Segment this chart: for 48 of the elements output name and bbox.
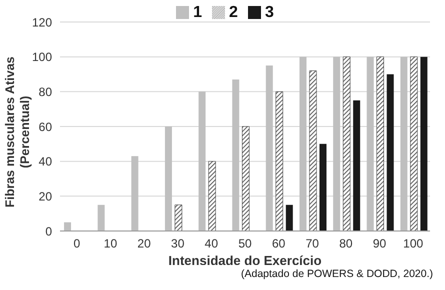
- x-tick-label: 50: [238, 236, 252, 251]
- bar: [309, 70, 317, 231]
- y-tick-label: 60: [38, 120, 52, 134]
- y-tick-label: 40: [38, 154, 52, 169]
- bar: [98, 204, 105, 231]
- bar: [342, 56, 350, 231]
- x-tick-label: 40: [204, 236, 218, 251]
- x-tick-label: 100: [403, 236, 424, 251]
- bar: [208, 161, 216, 231]
- bar: [386, 74, 394, 231]
- bar: [410, 56, 418, 231]
- bar: [400, 56, 408, 231]
- legend-label: 1: [193, 4, 202, 21]
- x-tick-label: 90: [372, 236, 387, 251]
- x-axis-title: Intensidade do Exercício: [168, 253, 322, 268]
- bar: [376, 56, 384, 231]
- text: (Adaptado de POWERS & DODD, 2020.): [241, 268, 433, 280]
- bar: [299, 56, 306, 231]
- bar: [319, 144, 326, 231]
- bar: [164, 126, 172, 231]
- x-tick-label: 70: [306, 236, 320, 251]
- y-tick-label: 0: [45, 224, 52, 238]
- y-tick-label: 20: [38, 189, 52, 204]
- x-tick-label: 20: [137, 236, 152, 251]
- x-tick-label: 80: [339, 236, 353, 251]
- bar: [286, 204, 293, 231]
- y-tick-label: 120: [32, 15, 52, 30]
- x-tick-label: 30: [171, 236, 185, 251]
- bar: [276, 91, 284, 231]
- legend-label: 2: [229, 4, 238, 21]
- x-tick-label: 60: [272, 236, 286, 251]
- y-tick-label: 80: [38, 84, 52, 99]
- bar: [333, 56, 340, 231]
- bar: [198, 92, 206, 231]
- y-axis-title: Fibras musculares Ativas (Percentual): [3, 56, 32, 208]
- bar: [131, 156, 138, 231]
- legend-label: 3: [264, 4, 274, 21]
- bar: [266, 66, 273, 231]
- x-tick-label: 10: [104, 236, 118, 251]
- bar: [242, 126, 250, 231]
- bar: [232, 79, 240, 231]
- x-tick-label: 0: [73, 236, 80, 251]
- bar: [64, 222, 72, 231]
- bar: [366, 56, 374, 231]
- bar: [353, 100, 360, 231]
- y-tick-label: 100: [32, 50, 52, 64]
- bar: [174, 204, 182, 231]
- bar: [420, 56, 428, 231]
